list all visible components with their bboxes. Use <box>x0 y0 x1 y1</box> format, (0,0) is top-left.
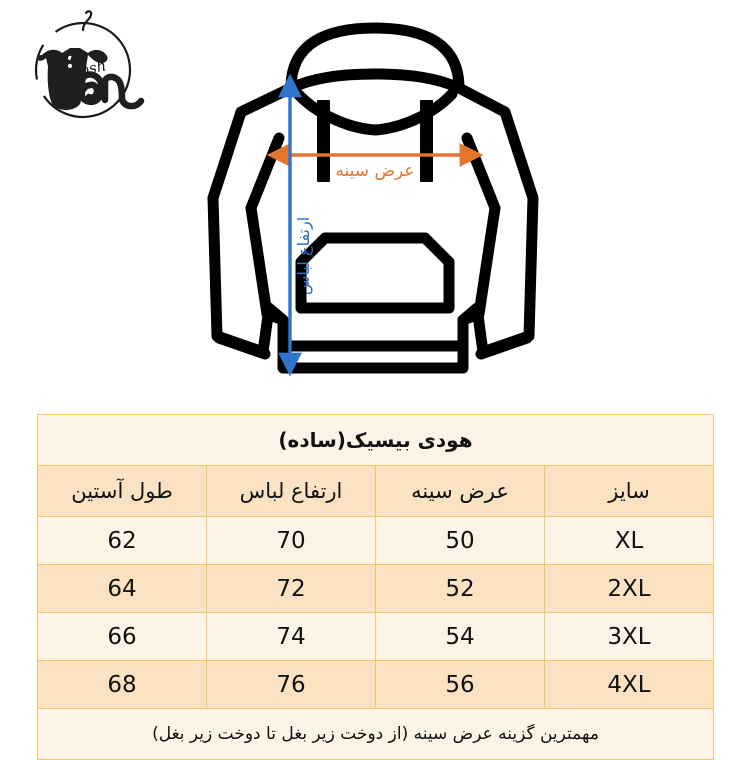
hoodie-measurement-diagram: عرض سینه ارتفاع لباس <box>195 8 555 398</box>
garment-length-arrow: ارتفاع لباس <box>278 73 314 377</box>
table-header-row: سایز عرض سینه ارتفاع لباس طول آستین <box>37 465 714 517</box>
cell-size: 3XL <box>544 612 714 661</box>
measurement-note: مهمترین گزینه عرض سینه (از دوخت زیر بغل … <box>37 708 714 760</box>
cell-chest: 56 <box>375 660 545 709</box>
size-chart-table: هودی بیسیک(ساده) سایز عرض سینه ارتفاع لب… <box>37 414 714 760</box>
column-header-chest: عرض سینه <box>375 465 545 517</box>
cell-sleeve: 64 <box>37 564 207 613</box>
table-title-row: هودی بیسیک(ساده) <box>37 414 714 466</box>
table-row: 4XL 56 76 68 <box>37 660 714 709</box>
chest-width-arrow: عرض سینه <box>266 143 484 181</box>
column-header-length: ارتفاع لباس <box>206 465 376 517</box>
table-title: هودی بیسیک(ساده) <box>37 414 714 466</box>
garment-length-label: ارتفاع لباس <box>294 217 314 295</box>
cell-length: 72 <box>206 564 376 613</box>
cell-chest: 54 <box>375 612 545 661</box>
column-header-sleeve: طول آستین <box>37 465 207 517</box>
table-note-row: مهمترین گزینه عرض سینه (از دوخت زیر بغل … <box>37 708 714 760</box>
brand-logo: Poosh <box>8 8 158 128</box>
brand-logo-icon: Poosh <box>34 10 145 119</box>
cell-chest: 50 <box>375 516 545 565</box>
cell-sleeve: 68 <box>37 660 207 709</box>
size-chart-container: هودی بیسیک(ساده) سایز عرض سینه ارتفاع لب… <box>37 414 714 760</box>
chest-width-label: عرض سینه <box>335 161 414 181</box>
cell-chest: 52 <box>375 564 545 613</box>
cell-length: 76 <box>206 660 376 709</box>
table-row: XL 50 70 62 <box>37 516 714 565</box>
hoodie-illustration: عرض سینه ارتفاع لباس <box>207 22 539 377</box>
cell-sleeve: 66 <box>37 612 207 661</box>
table-row: 3XL 54 74 66 <box>37 612 714 661</box>
cell-size: 4XL <box>544 660 714 709</box>
cell-size: 2XL <box>544 564 714 613</box>
cell-length: 70 <box>206 516 376 565</box>
cell-length: 74 <box>206 612 376 661</box>
column-header-size: سایز <box>544 465 714 517</box>
table-row: 2XL 52 72 64 <box>37 564 714 613</box>
cell-sleeve: 62 <box>37 516 207 565</box>
hoodie-outline-icon <box>207 22 539 374</box>
cell-size: XL <box>544 516 714 565</box>
